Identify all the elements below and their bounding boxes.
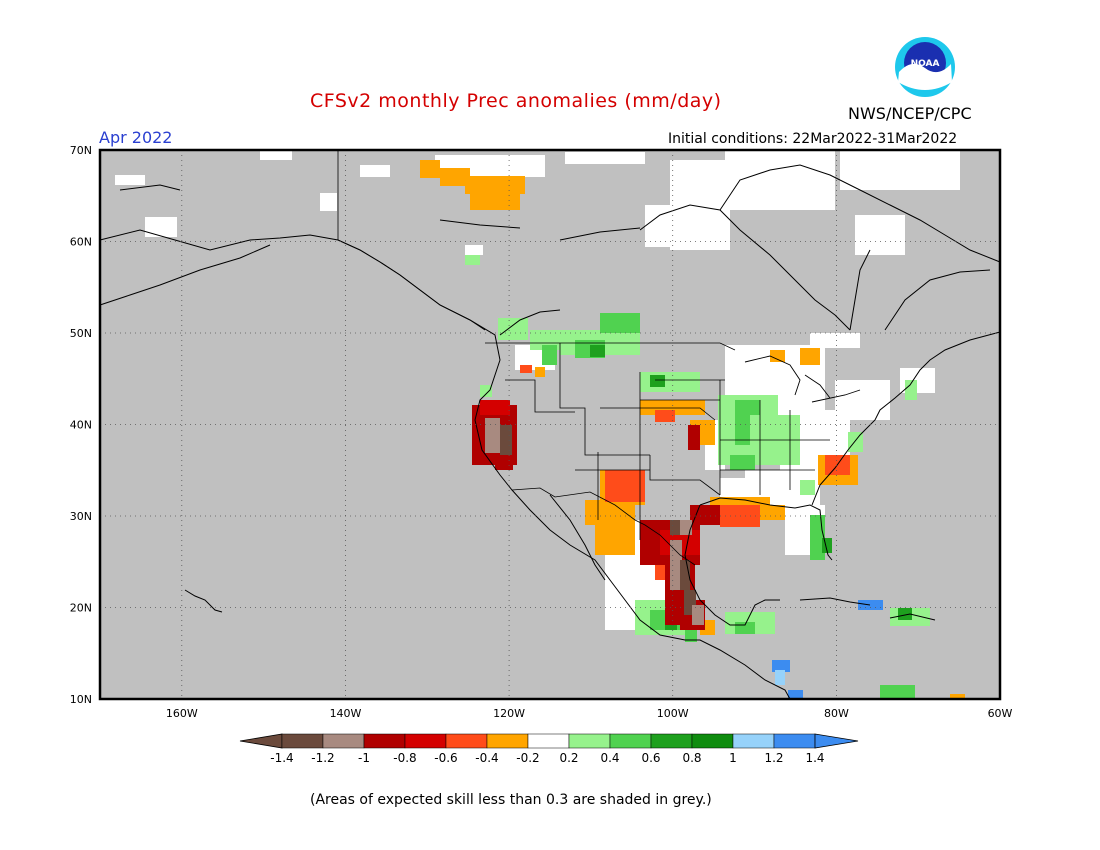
colorbar-label: 0.8 — [682, 751, 701, 765]
lat-label-60n: 60N — [70, 236, 92, 249]
colorbar-swatch — [650, 733, 693, 749]
colorbar-label: 0.6 — [641, 751, 660, 765]
colorbar-swatch — [445, 733, 488, 749]
agency-label: NWS/NCEP/CPC — [848, 104, 972, 123]
colorbar-label: 0.4 — [600, 751, 619, 765]
lat-label-50n: 50N — [70, 327, 92, 340]
colorbar-label: 1 — [729, 751, 737, 765]
colorbar-swatch — [363, 733, 406, 749]
colorbar-label: -0.6 — [434, 751, 457, 765]
borders — [337, 150, 830, 566]
lat-label-20n: 20N — [70, 602, 92, 615]
lon-label-140w: 140W — [330, 707, 362, 720]
lon-label-100w: 100W — [657, 707, 689, 720]
longitude-labels: 160W 140W 120W 100W 80W 60W — [166, 707, 1013, 720]
brown-regions — [485, 418, 704, 625]
lon-label-160w: 160W — [166, 707, 198, 720]
colorbar-swatch — [527, 733, 570, 749]
footnote: (Areas of expected skill less than 0.3 a… — [310, 792, 712, 808]
colorbar-label: 1.4 — [805, 751, 824, 765]
map-panel — [98, 148, 1002, 701]
colorbar-swatch — [281, 733, 324, 749]
noaa-logo-text: NOAA — [911, 59, 940, 69]
map-title: CFSv2 monthly Prec anomalies (mm/day) — [310, 90, 722, 112]
colorbar-right-arrow — [814, 733, 859, 749]
colorbar-swatch — [568, 733, 611, 749]
colorbar: -1.4 -1.2 -1 -0.8 -0.6 -0.4 -0.2 0.2 0.4… — [239, 733, 859, 765]
lon-label-120w: 120W — [493, 707, 525, 720]
colorbar-label: -0.8 — [393, 751, 416, 765]
lat-label-70n: 70N — [70, 144, 92, 157]
colorbar-swatch — [732, 733, 775, 749]
latitude-labels: 70N 60N 50N 40N 30N 20N 10N — [70, 144, 92, 706]
lon-label-60w: 60W — [988, 707, 1013, 720]
colorbar-swatch — [404, 733, 447, 749]
valid-month-label: Apr 2022 — [99, 128, 173, 147]
graticule — [100, 150, 1000, 699]
lon-label-80w: 80W — [824, 707, 849, 720]
colorbar-label: -0.4 — [475, 751, 498, 765]
colorbar-label: -1.2 — [311, 751, 334, 765]
lat-label-40n: 40N — [70, 419, 92, 432]
colorbar-swatch — [322, 733, 365, 749]
colorbar-swatch — [773, 733, 816, 749]
colorbar-label: -1 — [358, 751, 370, 765]
colorbar-label: 1.2 — [764, 751, 783, 765]
colorbar-label: 0.2 — [559, 751, 578, 765]
map-frame — [98, 148, 1002, 701]
noaa-logo: NOAA — [895, 37, 955, 97]
blue-regions — [772, 600, 883, 699]
great-lakes — [744, 355, 861, 403]
colorbar-left-arrow — [239, 733, 283, 749]
colorbar-swatch — [486, 733, 529, 749]
colorbar-swatch — [691, 733, 734, 749]
lat-label-10n: 10N — [70, 693, 92, 706]
colorbar-label: -0.2 — [516, 751, 539, 765]
colorbar-label: -1.4 — [270, 751, 293, 765]
initial-conditions-label: Initial conditions: 22Mar2022-31Mar2022 — [668, 131, 958, 147]
coastlines — [99, 164, 1001, 700]
colorbar-swatch — [609, 733, 652, 749]
lat-label-30n: 30N — [70, 510, 92, 523]
